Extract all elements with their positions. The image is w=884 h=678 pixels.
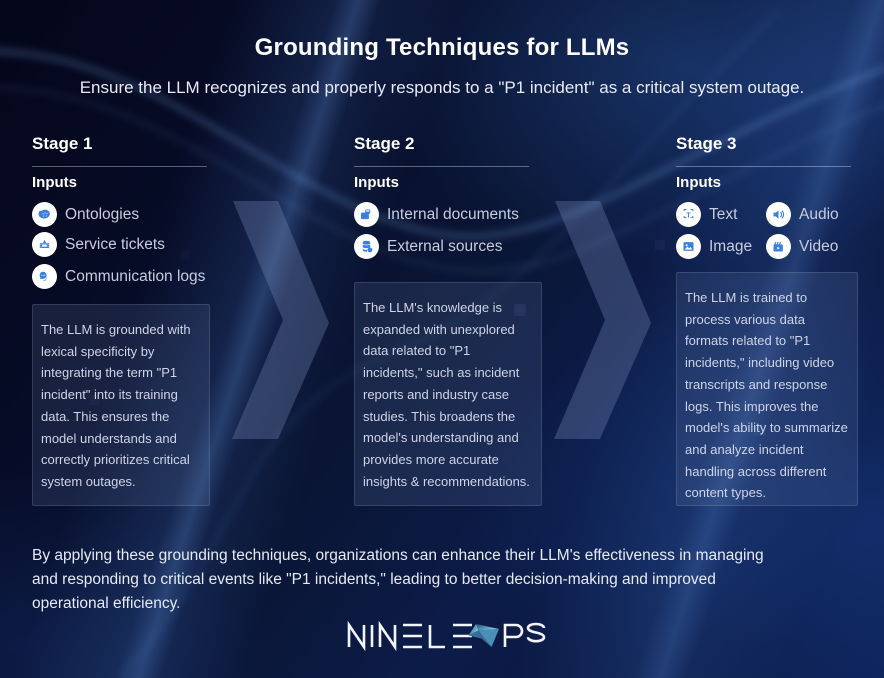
svg-text:T: T xyxy=(686,212,691,219)
